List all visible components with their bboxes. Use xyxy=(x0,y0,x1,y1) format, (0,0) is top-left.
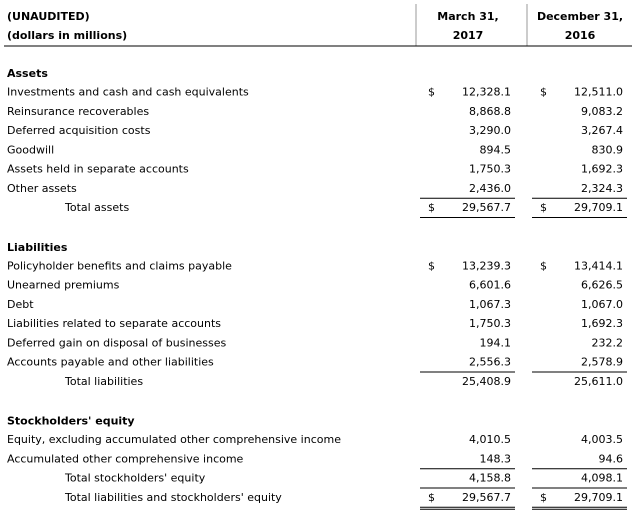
section-title: Assets xyxy=(7,67,48,80)
value: 894.5 xyxy=(480,143,512,156)
currency: $ xyxy=(540,201,547,214)
row-label: Accounts payable and other liabilities xyxy=(7,356,214,369)
value: 25,611.0 xyxy=(574,375,623,388)
row-label: Investments and cash and cash equivalent… xyxy=(7,86,249,99)
section-title: Stockholders' equity xyxy=(7,415,135,428)
value: 4,003.5 xyxy=(581,433,623,446)
section-title: Liabilities xyxy=(7,241,68,254)
value: 13,414.1 xyxy=(574,259,623,272)
column-header: 2016 xyxy=(565,29,596,42)
row-label: Debt xyxy=(7,298,34,311)
value: 1,692.3 xyxy=(581,163,623,176)
currency: $ xyxy=(540,86,547,99)
currency: $ xyxy=(540,259,547,272)
value: 2,436.0 xyxy=(469,182,511,195)
currency: $ xyxy=(428,86,435,99)
total-label: Total assets xyxy=(64,201,129,214)
value: 9,083.2 xyxy=(581,105,623,118)
row-label: Equity, excluding accumulated other comp… xyxy=(7,433,341,446)
value: 3,267.4 xyxy=(581,124,623,137)
row-label: Deferred acquisition costs xyxy=(7,124,151,137)
row-label: Liabilities related to separate accounts xyxy=(7,317,221,330)
value: 148.3 xyxy=(480,452,512,465)
currency: $ xyxy=(428,201,435,214)
value: 2,556.3 xyxy=(469,356,511,369)
currency: $ xyxy=(540,491,547,504)
value: 1,750.3 xyxy=(469,163,511,176)
value: 12,328.1 xyxy=(462,86,511,99)
value: 29,567.7 xyxy=(462,491,511,504)
total-label: Total liabilities and stockholders' equi… xyxy=(64,491,282,504)
value: 8,868.8 xyxy=(469,105,511,118)
value: 25,408.9 xyxy=(462,375,511,388)
value: 29,709.1 xyxy=(574,491,623,504)
header-line: (UNAUDITED) xyxy=(7,10,90,23)
value: 4,158.8 xyxy=(469,472,511,485)
row-label: Unearned premiums xyxy=(7,279,120,292)
column-header: December 31, xyxy=(537,10,623,23)
value: 94.6 xyxy=(599,452,624,465)
column-header: 2017 xyxy=(453,29,484,42)
value: 6,601.6 xyxy=(469,279,511,292)
row-label: Reinsurance recoverables xyxy=(7,105,149,118)
value: 1,067.3 xyxy=(469,298,511,311)
value: 6,626.5 xyxy=(581,279,623,292)
header-line: (dollars in millions) xyxy=(7,29,127,42)
currency: $ xyxy=(428,259,435,272)
value: 13,239.3 xyxy=(462,259,511,272)
row-label: Accumulated other comprehensive income xyxy=(7,452,244,465)
total-label: Total liabilities xyxy=(64,375,143,388)
value: 4,098.1 xyxy=(581,472,623,485)
row-label: Deferred gain on disposal of businesses xyxy=(7,336,226,349)
value: 194.1 xyxy=(480,336,512,349)
value: 830.9 xyxy=(592,143,624,156)
value: 2,578.9 xyxy=(581,356,623,369)
value: 4,010.5 xyxy=(469,433,511,446)
value: 29,709.1 xyxy=(574,201,623,214)
row-label: Policyholder benefits and claims payable xyxy=(7,259,232,272)
row-label: Assets held in separate accounts xyxy=(7,163,189,176)
row-label: Goodwill xyxy=(7,143,54,156)
value: 12,511.0 xyxy=(574,86,623,99)
column-header: March 31, xyxy=(437,10,498,23)
total-label: Total stockholders' equity xyxy=(64,472,206,485)
value: 1,692.3 xyxy=(581,317,623,330)
currency: $ xyxy=(428,491,435,504)
value: 1,750.3 xyxy=(469,317,511,330)
value: 2,324.3 xyxy=(581,182,623,195)
value: 1,067.0 xyxy=(581,298,623,311)
value: 3,290.0 xyxy=(469,124,511,137)
value: 29,567.7 xyxy=(462,201,511,214)
value: 232.2 xyxy=(592,336,624,349)
row-label: Other assets xyxy=(7,182,77,195)
